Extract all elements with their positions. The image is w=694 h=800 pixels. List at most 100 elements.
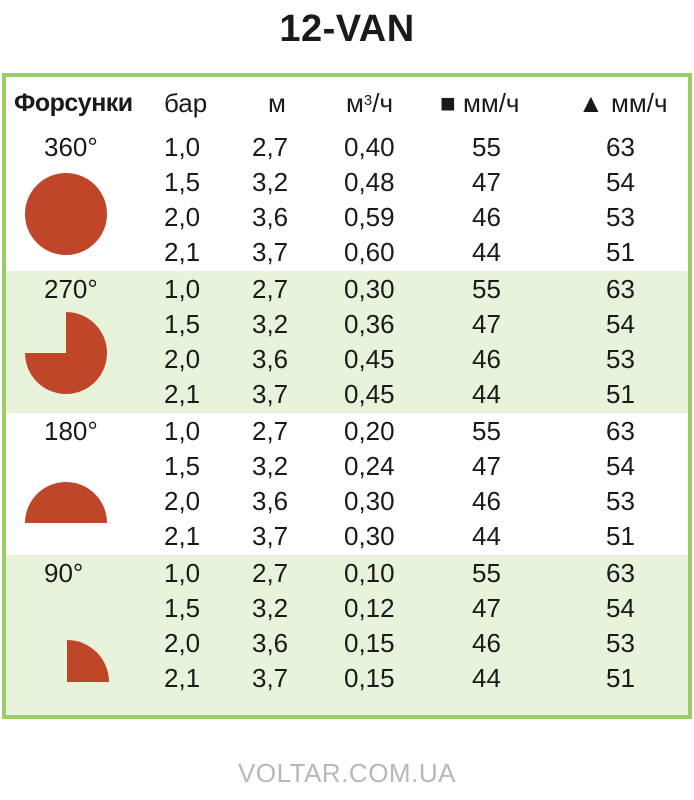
header-flow: м3/ч — [346, 88, 393, 118]
angle-label: 90° — [44, 558, 84, 588]
cell-m: 3,6 — [252, 344, 289, 374]
angle-label: 360° — [44, 132, 98, 162]
cell-square-rate: 44 — [472, 237, 501, 267]
cell-square-rate: 46 — [472, 202, 501, 232]
cell-m: 3,7 — [252, 663, 289, 693]
cell-m: 3,7 — [252, 521, 289, 551]
cell-square-rate: 55 — [472, 416, 501, 446]
cell-triangle-rate: 53 — [606, 202, 635, 232]
group-360: 360° 1,0 2,7 0,40 55 63 1,5 3,2 0,48 47 … — [6, 129, 688, 271]
cell-flow: 0,60 — [344, 237, 395, 267]
site-footer: VOLTAR.COM.UA — [238, 758, 456, 788]
cell-bar: 1,5 — [164, 593, 201, 623]
circle-270-icon — [25, 312, 107, 394]
cell-triangle-rate: 53 — [606, 628, 635, 658]
cell-bar: 1,5 — [164, 451, 201, 481]
cell-triangle-rate: 54 — [606, 593, 635, 623]
circle-360-icon — [25, 173, 107, 255]
cell-square-rate: 47 — [472, 309, 501, 339]
semicircle-180-icon — [25, 482, 107, 523]
cell-flow: 0,36 — [344, 309, 395, 339]
nozzle-table: Форсунки бар м м3/ч ■ мм/ч ▲ мм/ч 360° 1… — [2, 73, 692, 719]
cell-bar: 1,0 — [164, 416, 201, 446]
cell-m: 3,6 — [252, 486, 289, 516]
cell-bar: 2,1 — [164, 237, 201, 267]
cell-square-rate: 46 — [472, 628, 501, 658]
cell-flow: 0,30 — [344, 274, 395, 304]
cell-flow: 0,30 — [344, 486, 395, 516]
cell-m: 2,7 — [252, 274, 289, 304]
cell-triangle-rate: 63 — [606, 274, 635, 304]
cell-m: 3,7 — [252, 379, 289, 409]
quarter-90-icon — [67, 640, 109, 682]
cell-bar: 1,5 — [164, 309, 201, 339]
cell-triangle-rate: 51 — [606, 521, 635, 551]
cell-flow: 0,59 — [344, 202, 395, 232]
cell-bar: 2,0 — [164, 628, 201, 658]
cell-m: 2,7 — [252, 132, 289, 162]
group-180: 180° 1,0 2,7 0,20 55 63 1,5 3,2 0,24 47 … — [6, 413, 688, 555]
cell-m: 2,7 — [252, 416, 289, 446]
cell-square-rate: 55 — [472, 558, 501, 588]
angle-label: 180° — [44, 416, 98, 446]
cell-square-rate: 44 — [472, 379, 501, 409]
cell-bar: 1,0 — [164, 132, 201, 162]
header-triangle-rate: ▲ мм/ч — [578, 77, 668, 129]
cell-m: 3,2 — [252, 451, 289, 481]
header-nozzles: Форсунки — [14, 89, 133, 117]
cell-triangle-rate: 63 — [606, 558, 635, 588]
cell-square-rate: 46 — [472, 486, 501, 516]
cell-m: 3,7 — [252, 237, 289, 267]
cell-bar: 1,5 — [164, 167, 201, 197]
header-m: м — [268, 88, 286, 118]
cell-flow: 0,10 — [344, 558, 395, 588]
cell-bar: 1,0 — [164, 558, 201, 588]
cell-flow: 0,30 — [344, 521, 395, 551]
cell-triangle-rate: 54 — [606, 451, 635, 481]
cell-square-rate: 55 — [472, 132, 501, 162]
cell-square-rate: 47 — [472, 451, 501, 481]
cell-square-rate: 55 — [472, 274, 501, 304]
group-90: 90° 1,0 2,7 0,10 55 63 1,5 3,2 0,12 47 5… — [6, 555, 688, 715]
square-icon: ■ — [440, 88, 456, 118]
cell-flow: 0,45 — [344, 344, 395, 374]
group-270: 270° 1,0 2,7 0,30 55 63 1,5 3,2 0,36 47 … — [6, 271, 688, 413]
cell-triangle-rate: 63 — [606, 132, 635, 162]
cell-square-rate: 47 — [472, 593, 501, 623]
cell-m: 3,2 — [252, 167, 289, 197]
cell-triangle-rate: 51 — [606, 663, 635, 693]
header-square-rate: ■ мм/ч — [440, 77, 519, 129]
table-header: Форсунки бар м м3/ч ■ мм/ч ▲ мм/ч — [6, 77, 688, 129]
cell-m: 3,2 — [252, 309, 289, 339]
cell-m: 3,6 — [252, 628, 289, 658]
cell-square-rate: 47 — [472, 167, 501, 197]
cell-m: 2,7 — [252, 558, 289, 588]
cell-flow: 0,48 — [344, 167, 395, 197]
cell-triangle-rate: 51 — [606, 379, 635, 409]
cell-bar: 1,0 — [164, 274, 201, 304]
cell-flow: 0,45 — [344, 379, 395, 409]
cell-triangle-rate: 53 — [606, 344, 635, 374]
cell-bar: 2,1 — [164, 379, 201, 409]
cell-flow: 0,40 — [344, 132, 395, 162]
cell-bar: 2,0 — [164, 486, 201, 516]
cell-triangle-rate: 51 — [606, 237, 635, 267]
cell-flow: 0,20 — [344, 416, 395, 446]
cell-square-rate: 44 — [472, 663, 501, 693]
cell-m: 3,6 — [252, 202, 289, 232]
angle-label: 270° — [44, 274, 98, 304]
cell-bar: 2,1 — [164, 663, 201, 693]
cell-bar: 2,0 — [164, 344, 201, 374]
cell-flow: 0,15 — [344, 628, 395, 658]
cell-flow: 0,24 — [344, 451, 395, 481]
cell-flow: 0,15 — [344, 663, 395, 693]
cell-triangle-rate: 54 — [606, 167, 635, 197]
cell-m: 3,2 — [252, 593, 289, 623]
cell-bar: 2,1 — [164, 521, 201, 551]
cell-triangle-rate: 54 — [606, 309, 635, 339]
cell-square-rate: 46 — [472, 344, 501, 374]
page-title: 12-VAN — [279, 8, 415, 50]
triangle-icon: ▲ — [578, 88, 604, 118]
cell-triangle-rate: 53 — [606, 486, 635, 516]
cell-triangle-rate: 63 — [606, 416, 635, 446]
